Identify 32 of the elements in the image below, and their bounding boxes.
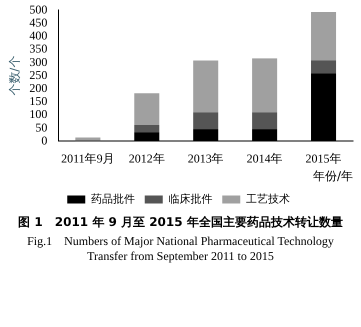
y-tick-label: 400 [29, 28, 48, 43]
y-tick-label: 0 [41, 133, 48, 148]
y-tick-label: 50 [35, 120, 48, 134]
y-tick-label: 500 [29, 2, 48, 16]
bar [311, 12, 336, 61]
y-tick-label: 150 [29, 94, 48, 108]
text: 图 1 2011 年 9 月至 2015 年全国主要药品技术转让数量 [17, 215, 344, 231]
y-tick-label: 350 [29, 42, 48, 56]
y-tick-label: 200 [29, 80, 48, 95]
bar [75, 138, 100, 140]
y-axis-title: 个数/个 [7, 56, 22, 96]
y-tick-label: 300 [29, 54, 48, 69]
legend-label: 工艺技术 [246, 192, 290, 206]
bar [134, 93, 160, 125]
y-tick-label: 100 [29, 107, 48, 122]
bar [252, 112, 278, 130]
y-tick-label: 250 [29, 68, 48, 82]
legend-label: 药品批件 [90, 192, 135, 206]
text: Fig.1 Numbers of Major National Pharmaceutical Technology Transfer from September 2011 to 2015 [26, 234, 335, 265]
y-tick-label: 450 [29, 15, 48, 30]
bar [252, 58, 278, 112]
bar [134, 124, 160, 132]
x-axis-title: 年份/年 [312, 168, 353, 183]
bar [193, 112, 218, 130]
bar [193, 60, 218, 112]
bar [311, 60, 336, 74]
x-tick-label: 2015年 [306, 152, 342, 166]
x-tick-label: 2012年 [128, 152, 165, 166]
x-tick-label: 2011年9月 [61, 152, 115, 166]
x-tick-label: 2014年 [246, 152, 283, 166]
legend-label: 临床批件 [168, 192, 212, 206]
x-tick-label: 2013年 [188, 152, 224, 166]
